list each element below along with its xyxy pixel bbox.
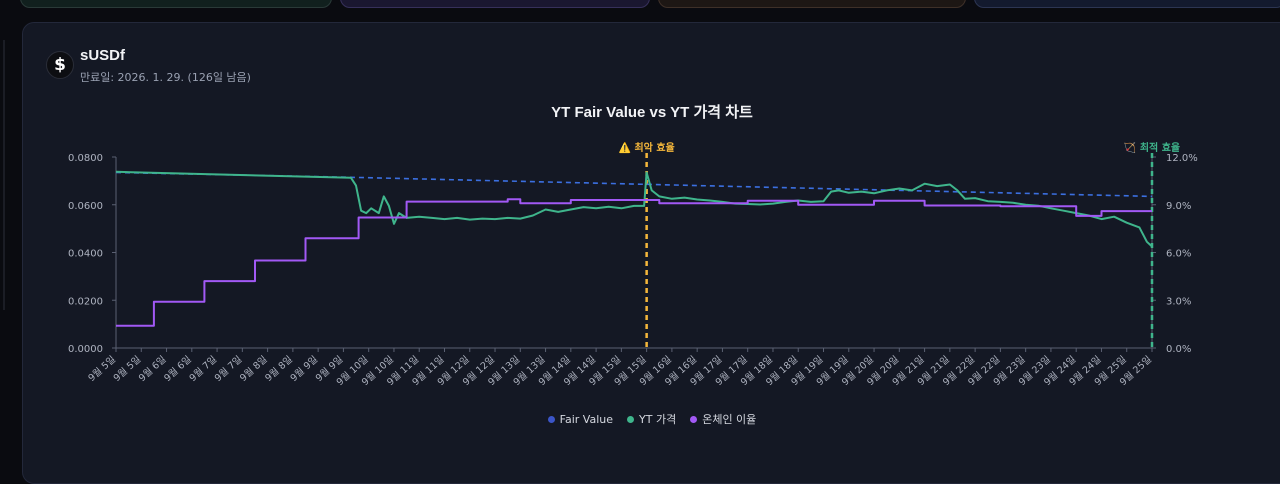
- yt-chart[interactable]: YT Fair Value vs YT 가격 차트 0.0800 0.0600 0.0…: [0, 0, 1280, 470]
- y-right-tick-label: 3.0%: [1166, 296, 1191, 307]
- window-edge: [0, 0, 6, 470]
- best-efficiency-label: 🏹 최적 효율: [1124, 141, 1180, 154]
- x-tick-label: 9월 6일: [136, 353, 168, 384]
- y-left-tick-label: 0.0000: [68, 344, 103, 355]
- legend-dot-icon: [547, 415, 555, 423]
- y-right-tick-label: 12.0%: [1166, 153, 1198, 164]
- chart-panel: [22, 22, 1280, 484]
- x-tick-label: 9월 8일: [263, 353, 295, 384]
- expiry-date: 만료일: 2026. 1. 29. (126일 남음): [80, 71, 251, 84]
- x-tick-label: 9월 6일: [162, 353, 194, 384]
- y-right-tick-label: 9.0%: [1166, 201, 1191, 212]
- x-tick-label: 9월 5일: [111, 353, 143, 384]
- legend-item[interactable]: 온체인 이율: [690, 411, 756, 427]
- legend-dot-icon: [627, 415, 635, 423]
- dollar-icon: $: [46, 51, 74, 79]
- asset-name: sUSDf: [80, 47, 126, 64]
- legend-item[interactable]: YT 가격: [627, 411, 676, 427]
- yt-price-line: [115, 170, 1153, 248]
- chart-title: YT Fair Value vs YT 가격 차트: [551, 103, 753, 121]
- x-tick-label: 9월 8일: [237, 353, 269, 384]
- y-left-tick-label: 0.0600: [68, 201, 103, 212]
- legend-label: YT 가격: [639, 413, 677, 426]
- x-tick-label: 9월 7일: [212, 353, 244, 384]
- worst-efficiency-label: ⚠️ 최악 효율: [619, 141, 675, 154]
- onchain-yield-line: [116, 198, 1152, 327]
- y-left-tick-label: 0.0200: [68, 296, 103, 307]
- chart-legend: Fair Value YT 가격 온체인 이율: [0, 411, 1280, 427]
- legend-item[interactable]: Fair Value: [547, 411, 614, 427]
- legend-label: Fair Value: [559, 412, 614, 426]
- y-right-tick-label: 0.0%: [1166, 344, 1191, 355]
- x-tick-label: 9월 5일: [86, 353, 118, 384]
- x-tick-label: 9월 7일: [187, 353, 219, 384]
- y-right-tick-label: 6.0%: [1166, 249, 1191, 260]
- y-left-tick-label: 0.0400: [68, 249, 103, 260]
- x-tick-label: 9월 9일: [288, 353, 320, 384]
- legend-dot-icon: [690, 415, 698, 423]
- legend-label: 온체인 이율: [702, 413, 757, 426]
- y-left-tick-label: 0.0800: [68, 153, 103, 164]
